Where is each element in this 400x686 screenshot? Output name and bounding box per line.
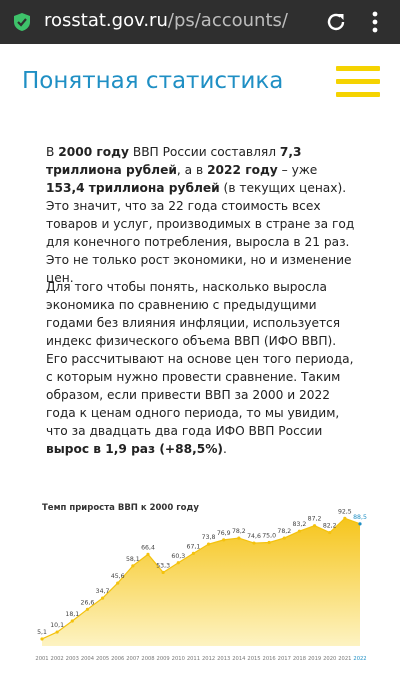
- chart-x-tick-label: 2001: [35, 656, 48, 662]
- text-run: – уже: [277, 163, 318, 177]
- chart-point: [206, 542, 211, 546]
- url-text[interactable]: rosstat.gov.ru/ps/accounts/: [44, 10, 288, 31]
- chart-data-label: 87,2: [308, 516, 322, 523]
- article-paragraph-1: В 2000 году ВВП России составлял 7,3 три…: [46, 143, 356, 287]
- chart-x-tick-label: 2005: [96, 656, 109, 662]
- chart-x-tick-label: 2014: [232, 656, 246, 662]
- chart-data-label: 73,8: [202, 534, 216, 541]
- chart-point: [312, 524, 317, 528]
- bold-text: 2022 году: [207, 163, 278, 177]
- reload-icon[interactable]: [324, 10, 348, 34]
- chart-x-tick-label: 2007: [126, 656, 139, 662]
- chart-point: [252, 541, 256, 545]
- chart-point: [237, 536, 241, 540]
- bold-text: вырос в 1,9 раз (+88,5%): [46, 442, 223, 456]
- chart-point: [116, 581, 120, 585]
- chart-x-tick-label: 2008: [141, 656, 154, 662]
- chart-point: [55, 630, 59, 634]
- chart-x-tick-label: 2003: [66, 656, 79, 662]
- chart-x-tick-label: 2010: [172, 656, 185, 662]
- chart-point: [297, 529, 302, 533]
- chart-data-label: 75,0: [262, 533, 276, 540]
- chart-x-tick-label: 2015: [247, 656, 260, 662]
- chart-point: [267, 540, 271, 545]
- chart-data-label: 66,4: [141, 544, 155, 551]
- chart-point: [70, 619, 74, 623]
- browser-address-bar[interactable]: rosstat.gov.ru/ps/accounts/: [0, 0, 400, 44]
- chart-data-label: 5,1: [37, 629, 47, 636]
- chart-x-tick-label: 2004: [81, 656, 95, 662]
- chart-point: [131, 564, 135, 568]
- chart-x-tick-label: 2006: [111, 656, 124, 662]
- chart-data-label: 60,3: [171, 553, 185, 560]
- chart-point: [222, 538, 226, 542]
- chart-data-label: 78,2: [232, 528, 246, 535]
- chart-data-label: 18,1: [65, 611, 79, 618]
- chart-x-tick-label: 2017: [278, 656, 291, 662]
- text-run: ВВП России составлял: [128, 145, 280, 159]
- chart-data-label: 53,3: [156, 562, 170, 569]
- bold-text: 7,3 триллиона рублей: [46, 145, 302, 177]
- chart-point: [100, 596, 105, 600]
- shield-check-icon: [14, 13, 30, 31]
- text-run: .: [223, 442, 227, 456]
- chart-area-fill: [42, 518, 360, 646]
- chart-point: [191, 551, 196, 556]
- url-path: /ps/accounts/: [167, 10, 288, 31]
- chart-data-label: 82,2: [323, 523, 337, 530]
- text-run: , а в: [176, 163, 208, 177]
- chart-data-label: 74,6: [247, 533, 261, 540]
- chart-data-label: 10,1: [50, 622, 64, 629]
- chart-data-label: 88,5: [353, 514, 367, 521]
- chart-point: [146, 552, 150, 556]
- chart-x-tick-label: 2019: [308, 656, 321, 662]
- chart-data-label: 67,1: [187, 543, 201, 550]
- chart-x-tick-label: 2016: [263, 656, 276, 662]
- chart-point: [176, 561, 180, 565]
- article-paragraph-2: Для того чтобы понять, насколько выросла…: [46, 278, 356, 458]
- text-run: В: [46, 145, 59, 159]
- chart-title: Темп прироста ВВП к 2000 году: [42, 503, 199, 513]
- chart-data-label: 45,6: [111, 573, 125, 580]
- page-title[interactable]: Понятная статистика: [22, 68, 284, 94]
- gdp-growth-chart: 5,110,118,126,634,7 45,6 58,166,4 53,360,36…: [35, 508, 367, 662]
- chart-data-label: 26,6: [81, 599, 95, 606]
- chart-x-tick-label: 2011: [187, 656, 200, 662]
- chart-point: [328, 530, 332, 535]
- chart-data-label: 83,2: [293, 521, 307, 528]
- menu-hamburger-icon[interactable]: [336, 66, 380, 98]
- bold-text: 153,4 триллиона рублей: [46, 181, 220, 195]
- chart-x-tick-label: 2002: [51, 656, 64, 662]
- text-run: (в текущих ценах). Это значит, что за 22…: [46, 181, 355, 285]
- chart-data-label: 58,1: [126, 556, 140, 563]
- chart-data-label: 78,2: [277, 528, 291, 535]
- chart-data-label: 92,5: [338, 508, 352, 515]
- chart-x-tick-label: 2009: [157, 656, 170, 662]
- chart-x-tick-label: 2020: [323, 656, 336, 662]
- more-vert-icon[interactable]: [368, 10, 382, 34]
- chart-point: [343, 516, 347, 520]
- url-host: rosstat.gov.ru: [44, 10, 168, 31]
- chart-point: [161, 570, 165, 575]
- chart-data-label: 34,7: [96, 588, 110, 595]
- chart-x-tick-label: 2022: [353, 656, 366, 662]
- text-run: Для того чтобы понять, насколько выросла…: [46, 280, 354, 438]
- chart-point: [85, 607, 90, 611]
- chart-series-line: [41, 517, 361, 640]
- chart-x-tick-label: 2012: [202, 656, 215, 662]
- chart-x-tick-label: 2013: [217, 656, 230, 662]
- chart-point: [282, 536, 286, 540]
- chart-x-tick-label: 2018: [293, 656, 306, 662]
- bold-text: 2000 году: [58, 145, 129, 159]
- chart-point: [358, 522, 362, 526]
- chart-point: [40, 637, 44, 641]
- chart-data-label: 76,9: [217, 530, 231, 537]
- chart-x-tick-label: 2021: [338, 656, 351, 662]
